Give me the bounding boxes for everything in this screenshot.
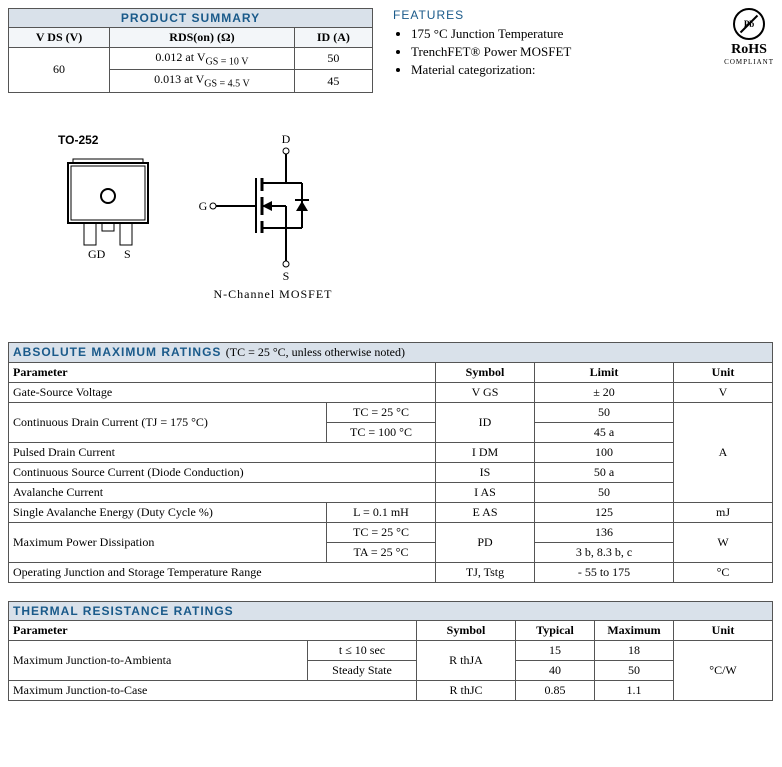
th-param: Maximum Junction-to-Case: [9, 680, 417, 700]
abs-unit: A: [674, 402, 773, 502]
abs-lim: 3 b, 8.3 b, c: [535, 542, 674, 562]
abs-max-table: ABSOLUTE MAXIMUM RATINGS (TC = 25 °C, un…: [8, 342, 773, 583]
abs-lim: 50: [535, 402, 674, 422]
th-cond: Steady State: [308, 660, 417, 680]
thermal-title: THERMAL RESISTANCE RATINGS: [9, 601, 773, 620]
abs-lim: 50 a: [535, 462, 674, 482]
svg-text:S: S: [283, 269, 290, 283]
abs-sym: I AS: [436, 482, 535, 502]
feature-item: TrenchFET® Power MOSFET: [411, 44, 704, 60]
abs-lim: 50: [535, 482, 674, 502]
abs-lim: 125: [535, 502, 674, 522]
vds-value: 60: [9, 48, 110, 93]
features-title: FEATURES: [393, 8, 704, 22]
abs-lim: 100: [535, 442, 674, 462]
abs-param: Gate-Source Voltage: [9, 382, 436, 402]
pb-free-icon: Pb: [733, 8, 765, 40]
abs-param: Pulsed Drain Current: [9, 442, 436, 462]
abs-cond: L = 0.1 mH: [327, 502, 436, 522]
feature-item: Material categorization:: [411, 62, 704, 78]
abs-sym: V GS: [436, 382, 535, 402]
th-unit: °C/W: [674, 640, 773, 700]
pin-s: S: [124, 247, 131, 261]
package-outline: TO-252 GD S: [58, 133, 158, 261]
abs-unit: mJ: [674, 502, 773, 522]
product-summary-table: PRODUCT SUMMARY V DS (V) RDS(on) (Ω) ID …: [8, 8, 373, 93]
svg-text:D: D: [282, 133, 291, 146]
mosfet-symbol: D S G N-Channel MOSFET: [198, 133, 348, 302]
th-h-symbol: Symbol: [417, 620, 516, 640]
abs-sym: E AS: [436, 502, 535, 522]
abs-sym: PD: [436, 522, 535, 562]
summary-title: PRODUCT SUMMARY: [9, 9, 373, 28]
abs-h-limit: Limit: [535, 362, 674, 382]
th-max: 1.1: [595, 680, 674, 700]
features-list: 175 °C Junction Temperature TrenchFET® P…: [411, 26, 704, 78]
th-cond: t ≤ 10 sec: [308, 640, 417, 660]
package-label: TO-252: [58, 133, 158, 147]
rohs-label: RoHS: [724, 42, 774, 58]
abs-h-unit: Unit: [674, 362, 773, 382]
abs-sym: TJ, Tstg: [436, 562, 535, 582]
th-sym: R thJA: [417, 640, 516, 680]
abs-h-param: Parameter: [9, 362, 436, 382]
th-h-unit: Unit: [674, 620, 773, 640]
top-row: PRODUCT SUMMARY V DS (V) RDS(on) (Ω) ID …: [8, 8, 774, 93]
abs-param: Avalanche Current: [9, 482, 436, 502]
th-max: 50: [595, 660, 674, 680]
th-typ: 0.85: [516, 680, 595, 700]
abs-cond: TA = 25 °C: [327, 542, 436, 562]
svg-text:G: G: [199, 199, 208, 213]
abs-lim: 45 a: [535, 422, 674, 442]
abs-title: ABSOLUTE MAXIMUM RATINGS (TC = 25 °C, un…: [9, 342, 773, 362]
mosfet-icon: D S G: [198, 133, 348, 283]
abs-sym: IS: [436, 462, 535, 482]
abs-lim: ± 20: [535, 382, 674, 402]
abs-param: Operating Junction and Storage Temperatu…: [9, 562, 436, 582]
abs-sym: I DM: [436, 442, 535, 462]
abs-param: Single Avalanche Energy (Duty Cycle %): [9, 502, 327, 522]
rohs-sub: COMPLIANT: [724, 58, 774, 66]
col-rdson: RDS(on) (Ω): [110, 28, 295, 48]
abs-h-symbol: Symbol: [436, 362, 535, 382]
pin-gd: GD: [88, 247, 106, 261]
th-typ: 15: [516, 640, 595, 660]
features-block: FEATURES 175 °C Junction Temperature Tre…: [393, 8, 704, 80]
mosfet-caption: N-Channel MOSFET: [198, 287, 348, 302]
to252-icon: GD S: [58, 151, 158, 261]
abs-cond: TC = 100 °C: [327, 422, 436, 442]
th-sym: R thJC: [417, 680, 516, 700]
compliance-block: Pb RoHS COMPLIANT: [724, 8, 774, 66]
abs-param: Maximum Power Dissipation: [9, 522, 327, 562]
abs-param: Continuous Drain Current (TJ = 175 °C): [9, 402, 327, 442]
abs-lim: 136: [535, 522, 674, 542]
th-param: Maximum Junction-to-Ambienta: [9, 640, 308, 680]
feature-item: 175 °C Junction Temperature: [411, 26, 704, 42]
col-id: ID (A): [294, 28, 372, 48]
rdson-0: 0.012 at VGS = 10 V: [110, 48, 295, 70]
abs-sym: ID: [436, 402, 535, 442]
th-max: 18: [595, 640, 674, 660]
abs-param: Continuous Source Current (Diode Conduct…: [9, 462, 436, 482]
th-typ: 40: [516, 660, 595, 680]
abs-unit: °C: [674, 562, 773, 582]
rdson-1: 0.013 at VGS = 4.5 V: [110, 70, 295, 92]
th-h-param: Parameter: [9, 620, 417, 640]
abs-unit: V: [674, 382, 773, 402]
abs-unit: W: [674, 522, 773, 562]
col-vds: V DS (V): [9, 28, 110, 48]
th-h-max: Maximum: [595, 620, 674, 640]
th-h-typ: Typical: [516, 620, 595, 640]
package-row: TO-252 GD S D S: [58, 133, 774, 302]
abs-cond: TC = 25 °C: [327, 402, 436, 422]
abs-lim: - 55 to 175: [535, 562, 674, 582]
id-1: 45: [294, 70, 372, 92]
abs-cond: TC = 25 °C: [327, 522, 436, 542]
thermal-table: THERMAL RESISTANCE RATINGS Parameter Sym…: [8, 601, 773, 701]
id-0: 50: [294, 48, 372, 70]
